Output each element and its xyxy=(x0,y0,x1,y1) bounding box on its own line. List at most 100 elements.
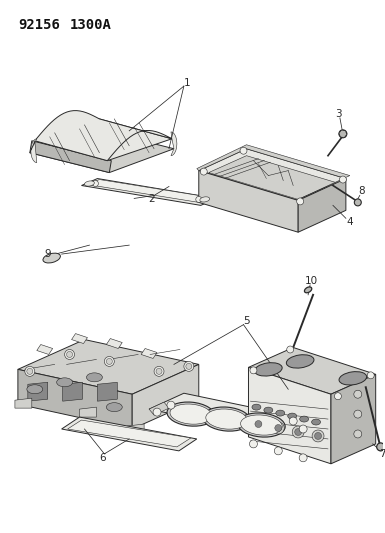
Polygon shape xyxy=(80,407,96,417)
Circle shape xyxy=(354,410,362,418)
Circle shape xyxy=(275,424,282,432)
Circle shape xyxy=(299,425,307,433)
Circle shape xyxy=(253,418,264,430)
Ellipse shape xyxy=(206,409,248,429)
Circle shape xyxy=(295,429,301,435)
Polygon shape xyxy=(35,111,172,160)
Ellipse shape xyxy=(300,416,309,422)
Polygon shape xyxy=(72,334,87,344)
Circle shape xyxy=(315,432,321,439)
Ellipse shape xyxy=(87,373,102,382)
Circle shape xyxy=(67,351,72,358)
Text: 6: 6 xyxy=(99,453,106,463)
Ellipse shape xyxy=(311,419,321,425)
Polygon shape xyxy=(18,369,132,429)
Polygon shape xyxy=(30,141,111,173)
Circle shape xyxy=(354,430,362,438)
Text: 3: 3 xyxy=(336,109,342,119)
Polygon shape xyxy=(62,417,197,451)
Polygon shape xyxy=(331,374,376,464)
Ellipse shape xyxy=(252,404,261,410)
Ellipse shape xyxy=(264,407,273,413)
Polygon shape xyxy=(149,393,308,435)
Polygon shape xyxy=(28,382,48,401)
Text: 5: 5 xyxy=(243,316,250,326)
Polygon shape xyxy=(63,382,82,401)
Ellipse shape xyxy=(238,413,285,437)
Circle shape xyxy=(272,422,284,434)
Circle shape xyxy=(200,168,207,175)
Text: 10: 10 xyxy=(305,276,318,286)
Text: 92156: 92156 xyxy=(18,18,60,31)
Polygon shape xyxy=(37,344,53,354)
Polygon shape xyxy=(35,119,172,160)
Ellipse shape xyxy=(203,407,250,431)
Circle shape xyxy=(153,408,161,416)
Circle shape xyxy=(27,368,33,374)
Polygon shape xyxy=(18,340,199,394)
Circle shape xyxy=(255,421,262,427)
Circle shape xyxy=(287,346,294,353)
Circle shape xyxy=(335,393,341,400)
Ellipse shape xyxy=(241,415,282,435)
Ellipse shape xyxy=(200,197,210,202)
Circle shape xyxy=(250,367,257,374)
Circle shape xyxy=(65,350,75,359)
Polygon shape xyxy=(248,367,331,464)
Polygon shape xyxy=(132,365,199,429)
Circle shape xyxy=(340,176,346,183)
Text: 7: 7 xyxy=(379,449,385,459)
Circle shape xyxy=(339,130,347,138)
Polygon shape xyxy=(106,338,122,349)
Polygon shape xyxy=(209,156,336,199)
Polygon shape xyxy=(30,129,174,173)
Polygon shape xyxy=(68,420,191,447)
Polygon shape xyxy=(171,132,177,156)
Circle shape xyxy=(312,430,324,442)
Circle shape xyxy=(196,197,202,203)
Polygon shape xyxy=(87,180,211,203)
Ellipse shape xyxy=(27,385,43,394)
Polygon shape xyxy=(197,145,350,199)
Polygon shape xyxy=(97,382,117,401)
Circle shape xyxy=(154,366,164,376)
Circle shape xyxy=(186,364,192,369)
Polygon shape xyxy=(82,179,217,205)
Polygon shape xyxy=(199,171,298,232)
Ellipse shape xyxy=(339,372,367,385)
Polygon shape xyxy=(15,398,32,408)
Circle shape xyxy=(275,447,282,455)
Circle shape xyxy=(92,181,99,187)
Ellipse shape xyxy=(167,402,214,426)
Circle shape xyxy=(354,390,362,398)
Circle shape xyxy=(297,198,304,205)
Ellipse shape xyxy=(288,413,297,419)
Text: 2: 2 xyxy=(148,195,154,205)
Circle shape xyxy=(249,440,258,448)
Circle shape xyxy=(104,357,114,366)
Text: 1: 1 xyxy=(184,78,190,88)
Ellipse shape xyxy=(57,378,72,387)
Polygon shape xyxy=(298,179,346,232)
Circle shape xyxy=(167,401,175,409)
Circle shape xyxy=(377,443,385,451)
Ellipse shape xyxy=(106,402,122,411)
Text: 8: 8 xyxy=(358,187,365,197)
Circle shape xyxy=(299,454,307,462)
Polygon shape xyxy=(30,139,37,163)
Polygon shape xyxy=(141,349,157,358)
Circle shape xyxy=(106,358,112,365)
Circle shape xyxy=(367,372,374,379)
Circle shape xyxy=(289,417,297,425)
Circle shape xyxy=(25,366,35,376)
Circle shape xyxy=(292,426,304,438)
Ellipse shape xyxy=(43,253,60,263)
Text: 9: 9 xyxy=(44,249,51,259)
Ellipse shape xyxy=(170,404,212,424)
Circle shape xyxy=(184,361,194,372)
Circle shape xyxy=(240,147,247,154)
Ellipse shape xyxy=(85,181,94,186)
Circle shape xyxy=(354,199,361,206)
Ellipse shape xyxy=(276,410,285,416)
Polygon shape xyxy=(127,424,144,434)
